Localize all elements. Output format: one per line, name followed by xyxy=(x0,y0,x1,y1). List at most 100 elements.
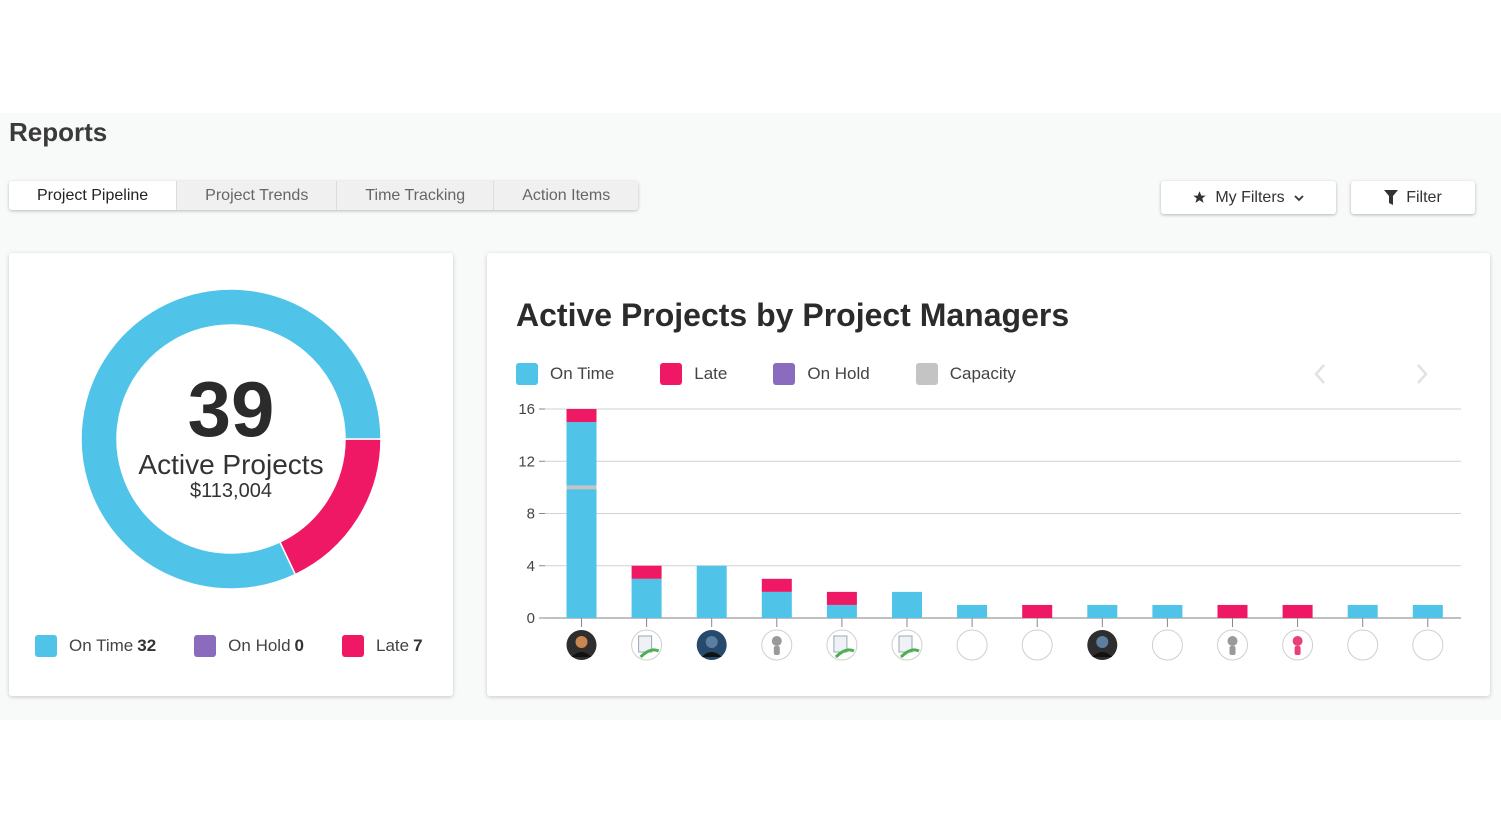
y-tick-label: 0 xyxy=(527,610,535,627)
manager-avatar[interactable] xyxy=(1087,630,1118,660)
active-projects-total: 39 xyxy=(187,365,275,453)
chart-legend-on-hold[interactable]: On Hold xyxy=(773,363,870,385)
summary-legend: On Time 32 On Hold 0 Late 7 xyxy=(35,635,423,657)
active-projects-label: Active Projects xyxy=(138,449,324,480)
y-tick-label: 12 xyxy=(518,453,535,470)
bar-on-time[interactable] xyxy=(696,565,727,618)
y-tick-label: 8 xyxy=(527,506,535,523)
bar-on-time[interactable] xyxy=(892,591,922,618)
summary-legend-count: 7 xyxy=(413,636,423,655)
avatar-illustration-head xyxy=(1292,636,1303,646)
summary-legend-late: Late 7 xyxy=(342,635,423,657)
chart-prev-page-button[interactable] xyxy=(1307,361,1333,387)
on-hold-swatch xyxy=(773,363,796,385)
donut-chart xyxy=(80,288,382,590)
active-projects-amount: $113,004 xyxy=(190,480,272,502)
manager-avatar[interactable] xyxy=(1347,629,1379,661)
manager-avatar[interactable] xyxy=(631,629,663,661)
avatar-empty xyxy=(1347,629,1379,661)
chevron-down-icon xyxy=(1293,192,1305,204)
chart-legend-capacity[interactable]: Capacity xyxy=(915,363,1016,385)
manager-avatar[interactable] xyxy=(696,630,727,660)
avatar-photo-body xyxy=(1092,652,1113,657)
donut-segment-on-time[interactable] xyxy=(80,288,382,590)
summary-legend-on-hold: On Hold 0 xyxy=(194,635,304,657)
late-swatch xyxy=(342,635,365,657)
tab-project-pipeline[interactable]: Project Pipeline xyxy=(9,181,178,210)
projects-by-manager-card: Active Projects by Project Managers On T… xyxy=(487,253,1490,696)
tab-action-items[interactable]: Action Items xyxy=(494,181,639,210)
bar-late[interactable] xyxy=(566,409,597,423)
bar-late[interactable] xyxy=(1217,604,1248,618)
avatar-photo-head xyxy=(705,636,718,648)
avatar-illustration-body xyxy=(1294,646,1301,655)
manager-avatar[interactable] xyxy=(566,630,597,660)
manager-avatar[interactable] xyxy=(1412,629,1444,661)
manager-avatar[interactable] xyxy=(1217,629,1248,661)
bar-on-time[interactable] xyxy=(1087,604,1118,618)
image-placeholder-check xyxy=(899,648,920,659)
summary-legend-on-time: On Time 32 xyxy=(35,635,156,657)
bar-on-time[interactable] xyxy=(826,604,857,618)
chart-legend-label: Late xyxy=(694,364,728,383)
image-placeholder-check xyxy=(639,648,660,659)
my-filters-label: My Filters xyxy=(1215,188,1285,206)
bar-on-time[interactable] xyxy=(566,422,597,618)
avatar-empty xyxy=(1412,629,1444,661)
bar-on-time[interactable] xyxy=(957,604,988,618)
bar-late[interactable] xyxy=(631,565,662,579)
bar-late[interactable] xyxy=(1282,604,1313,618)
bar-on-time[interactable] xyxy=(1412,604,1443,618)
avatar-empty xyxy=(1021,629,1053,661)
star-icon xyxy=(1192,190,1207,205)
tab-time-tracking[interactable]: Time Tracking xyxy=(337,181,495,210)
active-projects-donut: 39 Active Projects $113,004 xyxy=(80,288,382,590)
avatar-photo-head xyxy=(1096,636,1109,648)
manager-avatar[interactable] xyxy=(1151,629,1183,661)
tab-project-trends[interactable]: Project Trends xyxy=(177,181,338,210)
manager-avatar[interactable] xyxy=(1282,629,1314,661)
avatar-photo-head xyxy=(575,636,588,648)
bar-on-time[interactable] xyxy=(631,578,662,618)
filter-label: Filter xyxy=(1406,188,1442,206)
avatar-illustration-head xyxy=(771,636,782,646)
chart-legend-label: Capacity xyxy=(949,364,1016,383)
bar-late[interactable] xyxy=(1022,604,1053,618)
capacity-swatch xyxy=(915,363,938,385)
my-filters-button[interactable]: My Filters xyxy=(1161,181,1336,214)
bar-on-time[interactable] xyxy=(761,591,792,618)
late-swatch xyxy=(660,363,683,385)
capacity-marker xyxy=(566,485,597,490)
manager-avatar[interactable] xyxy=(761,629,793,661)
bar-late[interactable] xyxy=(761,578,792,592)
bar-on-time[interactable] xyxy=(1347,604,1378,618)
chart-legend-label: On Hold xyxy=(807,364,870,383)
y-tick-label: 4 xyxy=(527,558,535,575)
avatar-photo-body xyxy=(571,652,592,657)
donut-center: 39 Active Projects $113,004 xyxy=(81,289,381,589)
summary-legend-label: On Hold xyxy=(228,636,291,655)
summary-legend-count: 0 xyxy=(294,636,305,655)
chart-legend-on-time[interactable]: On Time xyxy=(516,363,614,385)
chart-legend-label: On Time xyxy=(550,364,615,383)
avatar-illustration-body xyxy=(773,646,780,655)
y-tick-label: 16 xyxy=(518,401,535,418)
filter-button[interactable]: Filter xyxy=(1351,181,1475,214)
bar-late[interactable] xyxy=(826,591,857,605)
manager-avatar[interactable] xyxy=(1021,629,1053,661)
avatar-empty xyxy=(956,629,988,661)
active-projects-summary-card: 39 Active Projects $113,004 On Time 32 On… xyxy=(9,253,453,696)
avatar-photo-body xyxy=(701,652,722,657)
chevron-right-icon xyxy=(1417,364,1428,384)
chart-legend-late[interactable]: Late xyxy=(660,363,727,385)
manager-avatar[interactable] xyxy=(891,629,923,661)
bar-on-time[interactable] xyxy=(1152,604,1183,618)
reports-page: Reports Project Pipeline Project Trends … xyxy=(0,113,1501,720)
manager-avatar[interactable] xyxy=(956,629,988,661)
on-hold-swatch xyxy=(194,635,217,657)
manager-avatar[interactable] xyxy=(826,629,858,661)
chart-legend: On Time Late On Hold Capacity xyxy=(516,363,1016,385)
summary-legend-label: Late xyxy=(376,636,410,655)
on-time-swatch xyxy=(35,635,57,657)
chart-next-page-button[interactable] xyxy=(1409,361,1435,387)
